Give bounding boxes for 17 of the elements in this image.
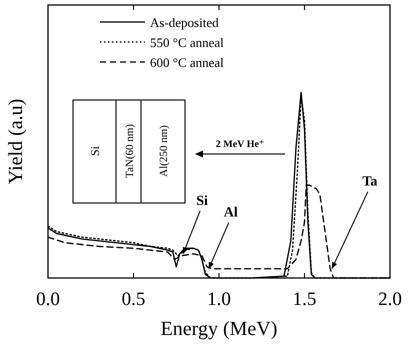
annotation: Si	[88, 145, 102, 156]
x-axis-title: Energy (MeV)	[160, 318, 278, 340]
x-tick-label: 0.5	[122, 289, 146, 310]
x-tick-label: 0.0	[36, 289, 60, 310]
annotation: Al(250 nm)	[158, 124, 170, 177]
annotation: Al	[224, 206, 238, 221]
legend-label: As-deposited	[150, 15, 220, 30]
annotation: Si	[196, 194, 208, 209]
x-tick-label: 2.0	[378, 289, 402, 310]
x-tick-label: 1.5	[292, 289, 316, 310]
annotation: 2 MeV He⁺	[216, 139, 264, 150]
annotation: TaN(60 nm)	[124, 124, 136, 178]
legend-label: 550 °C anneal	[150, 35, 224, 50]
y-axis-title: Yield (a.u)	[5, 98, 27, 184]
x-tick-label: 1.0	[207, 289, 231, 310]
annotation: Ta	[362, 174, 378, 190]
legend-label: 600 °C anneal	[150, 55, 224, 70]
